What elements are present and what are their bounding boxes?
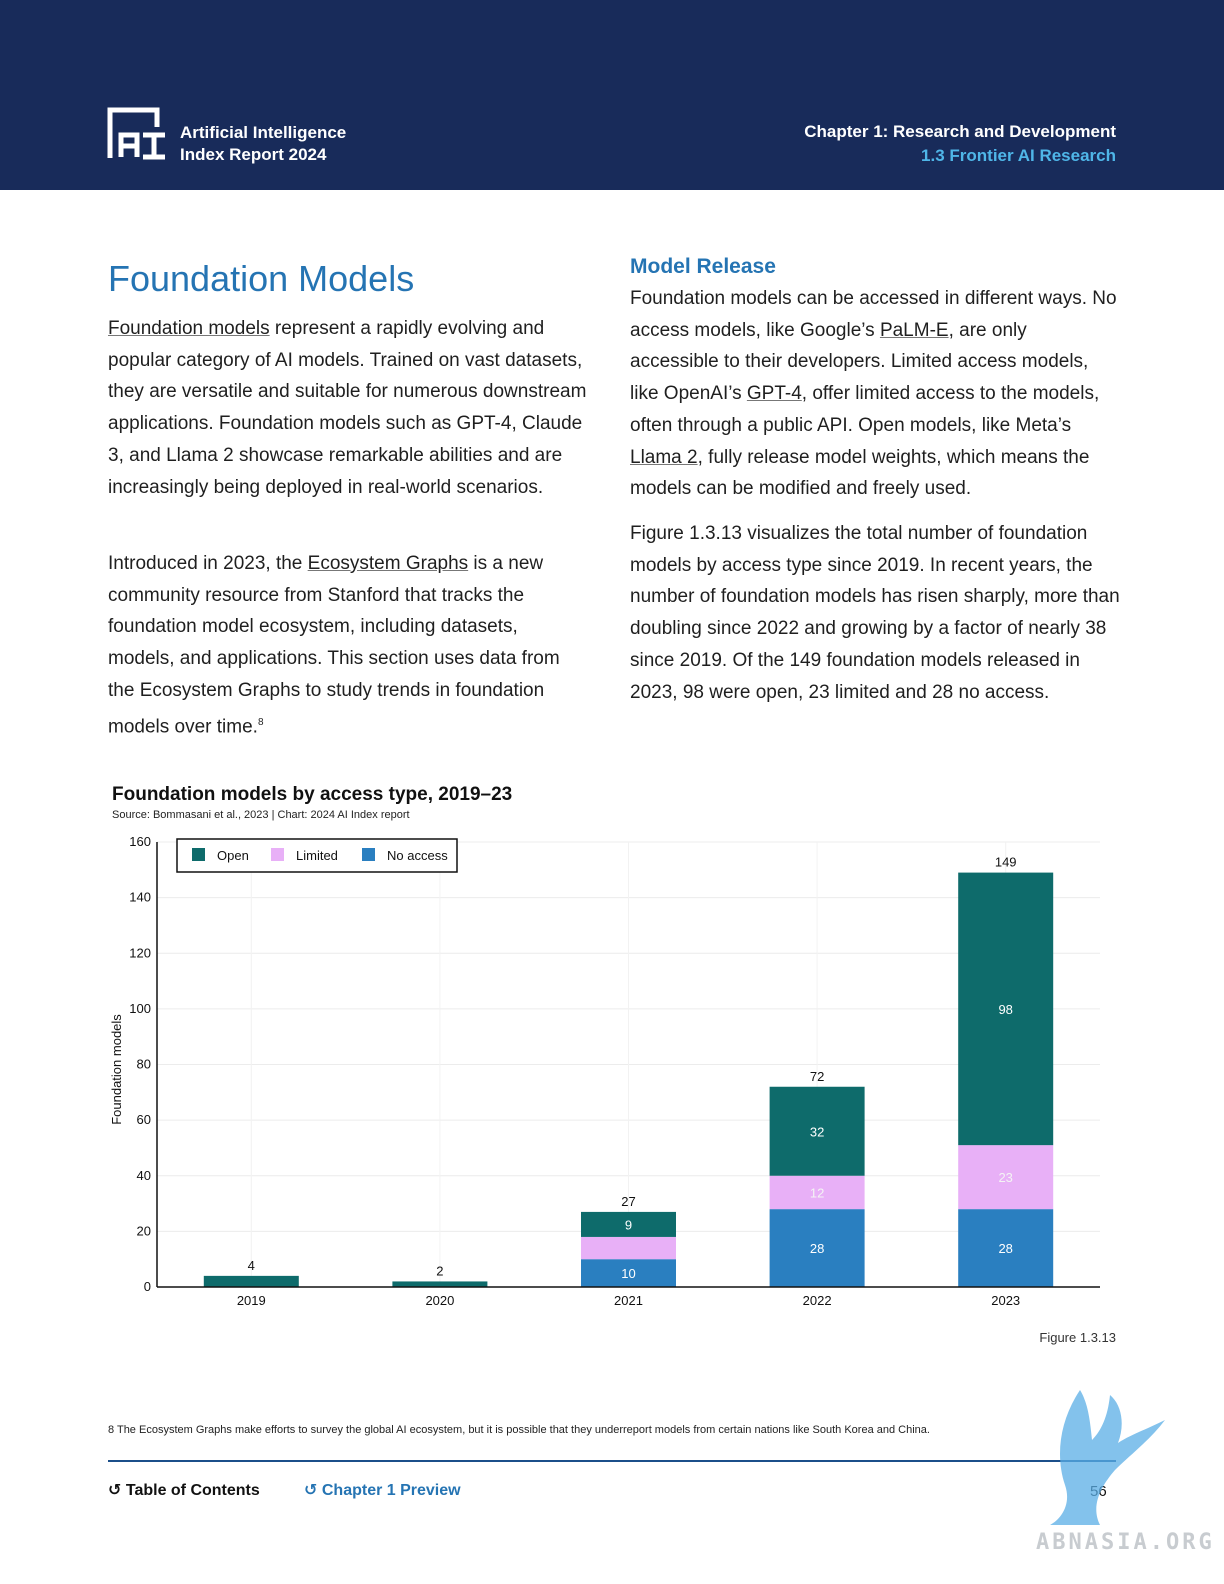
- report-title: Artificial Intelligence Index Report 202…: [180, 122, 346, 166]
- figure-label: Figure 1.3.13: [1039, 1330, 1116, 1345]
- figure-summary-paragraph: Figure 1.3.13 visualizes the total numbe…: [630, 523, 1120, 703]
- y-tick-label: 0: [144, 1279, 151, 1294]
- x-tick-label: 2019: [237, 1293, 266, 1308]
- footnote-ref[interactable]: 8: [257, 716, 264, 728]
- palm-e-link[interactable]: PaLM-E: [879, 319, 949, 341]
- data-label: 28: [998, 1241, 1012, 1256]
- footnote: 8 The Ecosystem Graphs make efforts to s…: [108, 1424, 930, 1436]
- table-of-contents-label: Table of Contents: [125, 1482, 260, 1499]
- bar-limited-2023: [958, 1145, 1054, 1210]
- table-of-contents-link[interactable]: ↺ Table of Contents: [108, 1480, 260, 1500]
- y-tick-label: 160: [129, 834, 151, 849]
- y-tick-label: 100: [129, 1001, 151, 1016]
- foundation-models-link[interactable]: Foundation models: [108, 318, 270, 339]
- y-tick-label: 20: [137, 1223, 151, 1238]
- total-label: 149: [995, 855, 1017, 870]
- y-axis-label: Foundation models: [109, 1014, 124, 1125]
- report-title-line2: Index Report 2024: [180, 145, 327, 164]
- intro-paragraph: Foundation models represent a rapidly ev…: [108, 313, 588, 503]
- bar-no-access-2021: [581, 1259, 676, 1287]
- total-label: 2: [436, 1263, 443, 1278]
- griffin-watermark-icon: [1050, 1390, 1165, 1525]
- legend-swatch: [362, 848, 375, 861]
- chapter-preview-link[interactable]: ↺ Chapter 1 Preview: [304, 1480, 461, 1500]
- total-label: 27: [621, 1194, 635, 1209]
- y-tick-label: 60: [137, 1112, 151, 1127]
- x-tick-label: 2022: [803, 1293, 832, 1308]
- data-label: 28: [810, 1241, 824, 1256]
- ecosystem-graphs-link[interactable]: Ecosystem Graphs: [307, 553, 469, 574]
- x-tick-label: 2023: [991, 1293, 1020, 1308]
- legend-swatch: [271, 848, 284, 861]
- return-arrow-icon: ↺: [304, 1482, 318, 1499]
- bar-limited-2021: [581, 1236, 676, 1260]
- bar-no-access-2023: [958, 1209, 1054, 1287]
- data-label: 9: [625, 1217, 632, 1232]
- llama2-link[interactable]: Llama 2: [630, 446, 698, 468]
- intro-paragraph-text: represent a rapidly evolving and popular…: [108, 318, 587, 498]
- y-tick-label: 80: [137, 1057, 151, 1072]
- section-title[interactable]: 1.3 Frontier AI Research: [921, 146, 1116, 165]
- section-heading: Foundation Models: [108, 258, 415, 299]
- release-text-d: , fully release model weights, which mea…: [630, 446, 1090, 500]
- ecosystem-paragraph: Introduced in 2023, the Ecosystem Graphs…: [108, 548, 588, 743]
- release-text-c: , offer limited access to the models, of…: [630, 383, 1100, 436]
- ai-index-logo-icon: [107, 107, 165, 160]
- y-tick-label: 120: [129, 945, 151, 960]
- legend-label: No access: [387, 848, 448, 863]
- release-text-a: Foundation models can be accessed in dif…: [630, 288, 1117, 341]
- total-label: 4: [248, 1258, 255, 1273]
- chapter-title[interactable]: Chapter 1: Research and Development: [804, 122, 1116, 141]
- x-tick-label: 2020: [425, 1293, 454, 1308]
- y-tick-label: 140: [129, 890, 151, 905]
- release-text-b: , are only accessible to their developer…: [630, 319, 1089, 405]
- total-label: 72: [810, 1069, 824, 1084]
- data-label: 12: [810, 1185, 824, 1200]
- data-label: 10: [621, 1266, 635, 1281]
- bar-open-2021: [581, 1211, 676, 1237]
- legend-label: Limited: [296, 848, 338, 863]
- bar-limited-2022: [769, 1175, 865, 1210]
- watermark-text: ABNASIA.ORG: [1036, 1530, 1215, 1555]
- chart-legend: [176, 838, 458, 873]
- bar-open-2020: [392, 1281, 488, 1287]
- gpt4-link[interactable]: GPT-4: [746, 383, 802, 405]
- data-label: 23: [998, 1170, 1012, 1185]
- data-label: 98: [998, 1002, 1012, 1017]
- data-label: 32: [810, 1124, 824, 1139]
- stacked-bar-chart: 0 20 40 60 80 100 120 140 160 4 2019 2 2020 10 9 27 2021…: [109, 834, 1100, 1308]
- bar-no-access-2022: [769, 1209, 865, 1287]
- chapter-preview-label: Chapter 1 Preview: [321, 1482, 461, 1499]
- subsection-heading: Model Release: [630, 255, 776, 278]
- chart-source: Source: Bommasani et al., 2023 | Chart: …: [112, 809, 410, 821]
- report-title-line1: Artificial Intelligence: [180, 123, 347, 142]
- y-tick-label: 40: [137, 1168, 151, 1183]
- report-header: Artificial Intelligence Index Report 202…: [0, 0, 1224, 190]
- chapter-heading: Chapter 1: Research and Development 1.3 …: [804, 120, 1116, 168]
- bar-open-2023: [958, 872, 1054, 1146]
- model-release-paragraph: Foundation models can be accessed in dif…: [630, 283, 1120, 505]
- bar-open-2022: [769, 1086, 865, 1176]
- return-arrow-icon: ↺: [108, 1482, 122, 1499]
- x-tick-label: 2021: [614, 1293, 643, 1308]
- legend-label: Open: [217, 848, 249, 863]
- ecosystem-text-b: is a new community resource from Stanfor…: [108, 553, 560, 737]
- legend-swatch: [192, 848, 205, 861]
- bar-open-2019: [203, 1275, 299, 1287]
- chart-title: Foundation models by access type, 2019–2…: [112, 784, 513, 805]
- ecosystem-text-a: Introduced in 2023, the: [108, 553, 308, 574]
- footer-divider: [108, 1460, 1116, 1462]
